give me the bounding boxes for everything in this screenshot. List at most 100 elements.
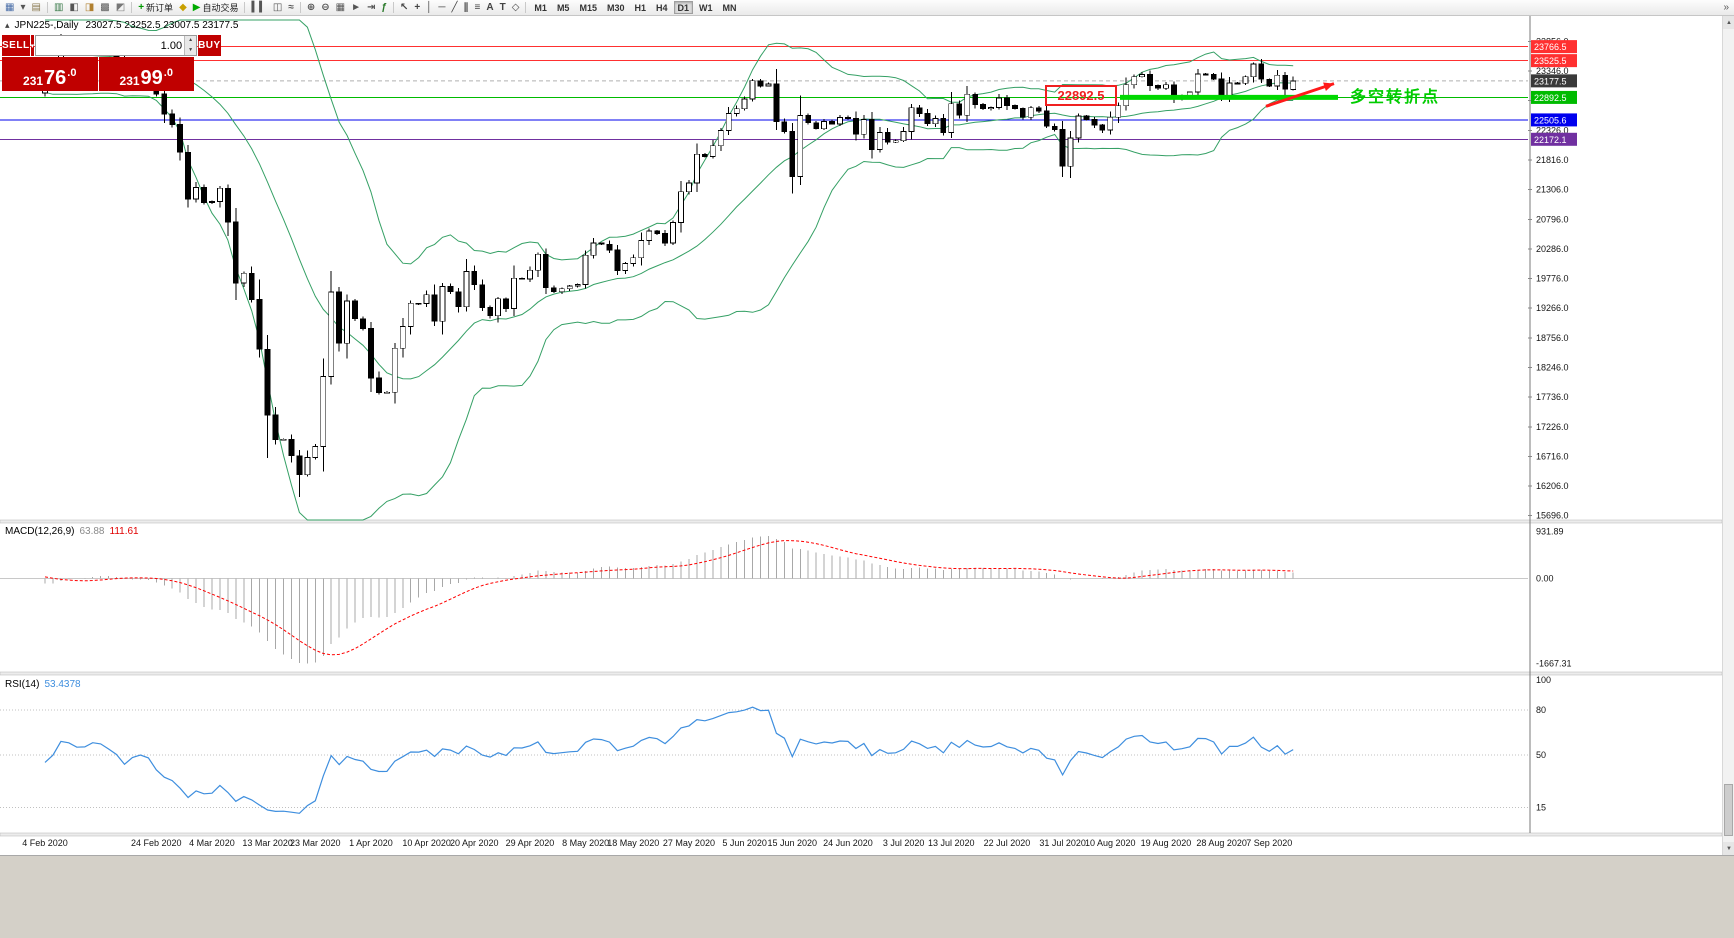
annotations-layer	[1120, 82, 1338, 108]
vertical-line-icon: │	[426, 1, 433, 13]
date-axis[interactable]: 4 Feb 2020 24 Feb 2020 4 Mar 2020 13 Mar 20…	[22, 838, 1292, 848]
timeframe-h1-button[interactable]: H1	[634, 2, 646, 13]
panel-separator[interactable]	[0, 832, 1722, 837]
volume-up-button[interactable]: ▲	[185, 36, 197, 46]
chart-window[interactable]: 23856.023346.022836.022326.021816.021306…	[0, 16, 1722, 855]
toolbar-text-icon[interactable]: A	[484, 1, 495, 15]
sell-button[interactable]: SELL	[2, 35, 30, 56]
toolbar-bar-chart-mode-icon[interactable]: ▍▍	[249, 1, 268, 15]
annotation-price-label: 22892.5	[1045, 85, 1117, 106]
volume-down-button[interactable]: ▼	[185, 45, 197, 55]
toolbar-market-watch-icon[interactable]: ▥	[52, 1, 65, 15]
sell-price-button[interactable]: 231 76.0	[2, 57, 98, 91]
price-tag-label: 23766.5	[1534, 42, 1567, 52]
timeframe-mn-button[interactable]: MN	[722, 2, 737, 13]
toolbar-cursor-icon[interactable]: ↖	[398, 1, 410, 15]
toolbar-vertical-line-icon[interactable]: │	[424, 1, 434, 15]
arrows-tool-icon: ◇	[511, 1, 520, 13]
volume-input[interactable]	[36, 36, 185, 55]
date-label: 15 Jun 2020	[768, 838, 818, 848]
price-axis[interactable]	[1528, 40, 1532, 517]
timeframe-m30-button[interactable]: M30	[606, 2, 625, 13]
buy-button[interactable]: BUY	[198, 35, 221, 56]
toolbar-indicators-list-icon[interactable]: ƒ	[379, 1, 389, 15]
chart-title: ▴ JPN225-,Daily 23027.5 23252.5 23007.5 …	[5, 20, 238, 31]
auto-scroll-icon: ►	[351, 1, 361, 13]
toolbar-chart-shift-icon[interactable]: ⇥	[365, 1, 377, 15]
toolbar-new-order-button[interactable]: + 新订单	[136, 1, 175, 15]
macd-panel	[0, 536, 1528, 664]
toolbar-equidistant-channel-icon[interactable]: ∥	[462, 1, 471, 15]
date-label: 29 Apr 2020	[506, 838, 555, 848]
rsi-label: RSI(14) 53.4378	[5, 679, 81, 690]
toolbar-line-chart-mode-icon[interactable]: ≈	[286, 1, 296, 15]
toolbar-fibonacci-icon[interactable]: ≡	[473, 1, 483, 15]
toolbar-data-window-icon[interactable]: ◧	[67, 1, 80, 15]
chart-shift-icon: ⇥	[366, 1, 376, 13]
toolbar-zoom-in-icon[interactable]: ⊕	[305, 1, 317, 15]
rsi-axis-label: 50	[1536, 750, 1546, 760]
price-axis-label: 16716.0	[1536, 451, 1569, 461]
toolbar-terminal-icon[interactable]: ▩	[98, 1, 111, 15]
toolbar-profiles-icon[interactable]: ▤	[29, 1, 42, 15]
autotrading-icon: ▶	[192, 1, 201, 13]
price-tag	[1531, 113, 1577, 127]
toolbar-navigator-icon[interactable]: ◨	[83, 1, 96, 15]
trend-arrow[interactable]	[1265, 82, 1335, 108]
macd-value: 63.88	[79, 526, 105, 537]
toolbar-auto-scroll-icon[interactable]: ►	[349, 1, 363, 15]
toolbar-arrows-tool-icon[interactable]: ◇	[510, 1, 522, 15]
scroll-thumb[interactable]	[1724, 784, 1733, 836]
date-label: 5 Jun 2020	[722, 838, 767, 848]
timeframe-d1-button[interactable]: D1	[673, 1, 694, 14]
toolbar-crosshair-icon[interactable]: +	[412, 1, 422, 15]
toolbar-strategy-tester-icon[interactable]: ◩	[114, 1, 127, 15]
vertical-scrollbar[interactable]: ▲ ▼	[1722, 16, 1734, 855]
toolbar-metaeditor-icon[interactable]: ◆	[177, 1, 189, 15]
toolbar-overflow-icon[interactable]: »	[1723, 2, 1729, 13]
price-tag-label: 22172.1	[1534, 135, 1567, 145]
price-tag	[1531, 132, 1577, 146]
date-label: 23 Mar 2020	[290, 838, 341, 848]
chart-canvas[interactable]: 23856.023346.022836.022326.021816.021306…	[0, 16, 1722, 855]
scroll-down-arrow[interactable]: ▼	[1723, 842, 1734, 855]
timeframe-m15-button[interactable]: M15	[579, 2, 597, 13]
rsi-axis-label: 100	[1536, 675, 1551, 685]
order-type-dropdown[interactable]: ▾	[30, 35, 35, 56]
one-click-toggle-icon[interactable]: ▴	[5, 20, 10, 30]
toolbar-text-label-icon[interactable]: T	[498, 1, 508, 15]
toolbar-new-chart-icon[interactable]: ▦	[3, 1, 16, 15]
toolbar-chart-list-dropdown-icon[interactable]: ▾	[18, 1, 27, 15]
scroll-up-arrow[interactable]: ▲	[1723, 16, 1734, 29]
timeframe-m1-button[interactable]: M1	[534, 2, 547, 13]
cursor-icon: ↖	[399, 1, 409, 13]
date-label: 19 Aug 2020	[1141, 838, 1192, 848]
toolbar-autotrading-button[interactable]: ▶ 自动交易	[191, 1, 241, 15]
macd-name: MACD(12,26,9)	[5, 526, 75, 537]
terminal-icon: ▩	[100, 1, 110, 13]
timeframe-w1-button[interactable]: W1	[699, 2, 713, 13]
buy-price-button[interactable]: 231 99.0	[98, 57, 194, 91]
toolbar-tile-windows-icon[interactable]: ▦	[334, 1, 347, 15]
hlines-layer: 23766.5 23525.5 22892.5 22505.6 22172.1 23177…	[0, 40, 1577, 146]
new-chart-icon: ▦	[5, 1, 15, 13]
navigator-icon: ◨	[84, 1, 95, 13]
price-axis-label: 15696.0	[1536, 511, 1569, 521]
panel-separator[interactable]	[0, 519, 1722, 524]
panel-separator[interactable]	[0, 671, 1722, 676]
timeframe-h4-button[interactable]: H4	[656, 2, 668, 13]
timeframe-m5-button[interactable]: M5	[556, 2, 570, 13]
toolbar-zoom-out-icon[interactable]: ⊖	[319, 1, 331, 15]
toolbar-trendline-icon[interactable]: ╱	[450, 1, 460, 15]
date-label: 31 Jul 2020	[1039, 838, 1086, 848]
price-tag-label: 22892.5	[1534, 93, 1567, 103]
toolbar-separator	[392, 2, 394, 13]
indicators-list-icon: ƒ	[381, 1, 387, 13]
toolbar-separator	[131, 2, 133, 13]
toolbar-candle-chart-mode-icon[interactable]: ◫	[271, 1, 284, 15]
sell-price: 231	[23, 74, 44, 88]
autotrading-label: 自动交易	[202, 3, 239, 13]
price-axis-label: 20796.0	[1536, 214, 1569, 224]
toolbar-horizontal-line-icon[interactable]: ─	[436, 1, 447, 15]
